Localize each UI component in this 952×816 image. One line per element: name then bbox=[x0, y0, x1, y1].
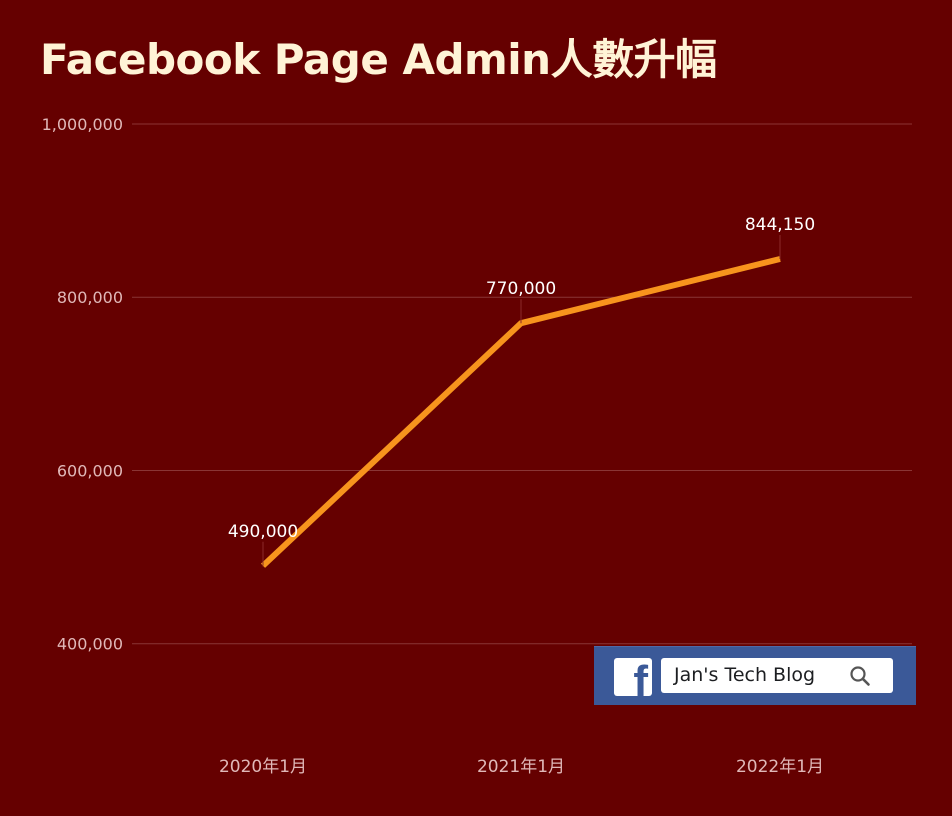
y-tick-label: 600,000 bbox=[57, 461, 123, 480]
data-label: 490,000 bbox=[228, 522, 298, 542]
watermark-search-box: Jan's Tech Blog bbox=[661, 658, 893, 693]
search-icon bbox=[850, 666, 870, 686]
x-tick-label: 2021年1月 bbox=[477, 757, 565, 777]
data-label: 770,000 bbox=[486, 279, 556, 299]
x-tick-label: 2022年1月 bbox=[736, 757, 824, 777]
gridlines bbox=[132, 123, 912, 645]
watermark-search-text: Jan's Tech Blog bbox=[674, 664, 816, 686]
y-tick-label: 1,000,000 bbox=[42, 115, 123, 134]
facebook-icon: f bbox=[614, 658, 652, 696]
chart-title: Facebook Page Admin人數升幅 bbox=[40, 35, 717, 84]
x-tick-label: 2020年1月 bbox=[219, 757, 307, 777]
y-axis-ticks: 400,000 600,000 800,000 1,000,000 bbox=[42, 115, 123, 654]
y-tick-label: 400,000 bbox=[57, 635, 123, 654]
x-axis-ticks: 2020年1月 2021年1月 2022年1月 bbox=[219, 757, 824, 777]
facebook-logo-letter: f bbox=[633, 658, 648, 697]
data-label: 844,150 bbox=[745, 215, 815, 235]
facebook-search-watermark: f Jan's Tech Blog bbox=[594, 646, 916, 705]
y-tick-label: 800,000 bbox=[57, 288, 123, 307]
data-labels: 490,000 770,000 844,150 bbox=[228, 215, 815, 566]
